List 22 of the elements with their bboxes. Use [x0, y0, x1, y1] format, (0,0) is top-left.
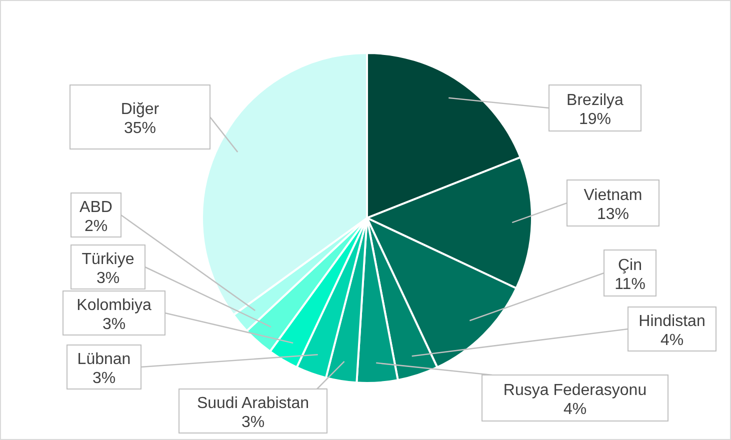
slice-label: Diğer	[120, 101, 160, 118]
slice-label: Hindistan	[638, 313, 706, 330]
slice-label: Suudi Arabistan	[196, 395, 310, 412]
data-label: 19%	[578, 111, 612, 128]
slice-label: Lübnan	[77, 351, 131, 368]
slice-label: Çin	[618, 257, 642, 274]
data-label: 4%	[660, 332, 684, 349]
data-label: 3%	[92, 370, 116, 387]
data-label: 11%	[614, 276, 646, 293]
data-label: 3%	[96, 270, 120, 287]
slice-label: Türkiye	[82, 251, 134, 268]
data-label: 4%	[563, 401, 587, 418]
slice-label: Brezilya	[566, 92, 624, 109]
slice-label: Vietnam	[584, 187, 642, 204]
slice-label: ABD	[80, 199, 112, 216]
data-label: 3%	[241, 414, 265, 431]
data-label: 13%	[596, 206, 630, 223]
data-label: 3%	[102, 316, 126, 333]
data-label: 2%	[84, 218, 108, 235]
data-label: 35%	[124, 120, 156, 137]
slice-label: Rusya Federasyonu	[503, 382, 647, 399]
slice-label: Kolombiya	[76, 297, 152, 314]
